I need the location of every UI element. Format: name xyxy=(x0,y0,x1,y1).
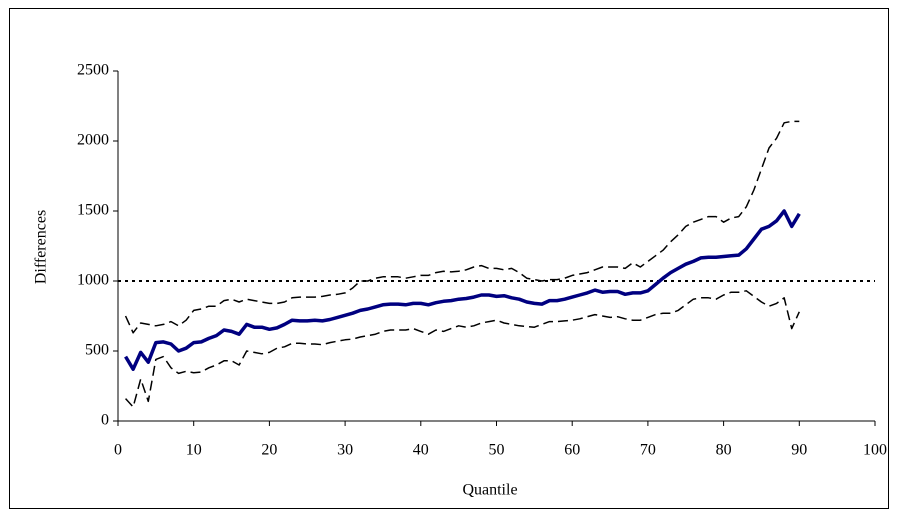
x-tick-label: 80 xyxy=(716,442,732,459)
x-tick-label: 30 xyxy=(337,442,353,459)
x-tick-label: 50 xyxy=(489,442,505,459)
x-axis-title: Quantile xyxy=(462,482,517,499)
x-tick-label: 90 xyxy=(791,442,807,459)
chart-frame xyxy=(9,8,889,509)
y-tick-label: 1000 xyxy=(77,272,109,289)
y-axis-title: Differences xyxy=(33,210,50,284)
y-tick-label: 0 xyxy=(101,412,109,429)
y-tick-label: 1500 xyxy=(77,202,109,219)
y-tick-label: 500 xyxy=(85,342,109,359)
data-line xyxy=(124,120,800,334)
x-tick-label: 100 xyxy=(863,442,887,459)
x-tick-label: 60 xyxy=(564,442,580,459)
data-line xyxy=(124,209,801,371)
x-tick-label: 70 xyxy=(640,442,656,459)
y-tick-label: 2500 xyxy=(77,62,109,79)
y-tick-label: 2000 xyxy=(77,132,109,149)
x-tick-label: 10 xyxy=(186,442,202,459)
x-tick-label: 40 xyxy=(413,442,429,459)
x-tick-label: 20 xyxy=(261,442,277,459)
x-tick-label: 0 xyxy=(114,442,122,459)
data-line xyxy=(125,290,800,408)
